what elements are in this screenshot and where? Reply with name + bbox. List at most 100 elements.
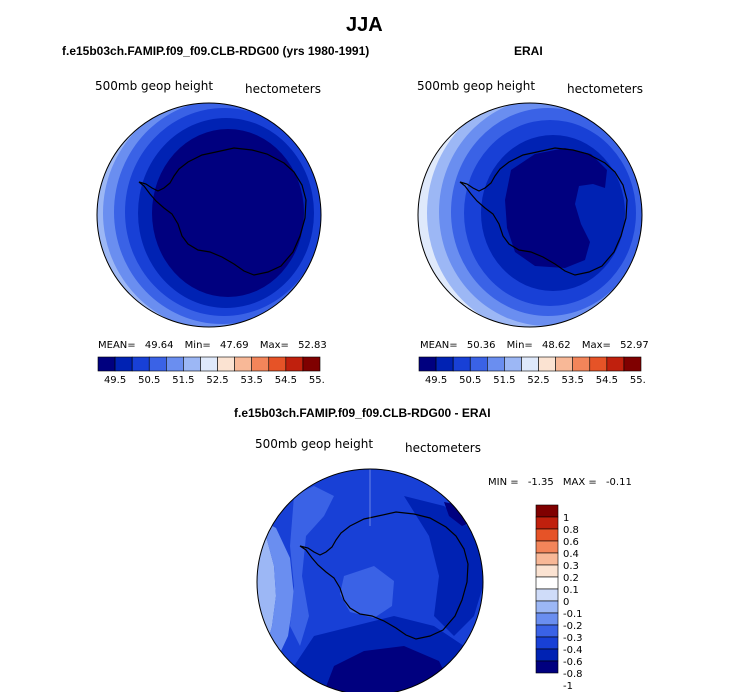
diff-colorbar-swatch — [535, 564, 559, 578]
obs-colorbar-swatch — [623, 356, 642, 372]
diff-polar-map — [256, 468, 484, 692]
diff-colorbar-swatch — [535, 528, 559, 542]
model-colorbar-swatch — [131, 356, 150, 372]
diff-colorbar-tick-label: 0.4 — [563, 549, 579, 560]
obs-colorbar: 49.550.551.552.553.554.555.556.5 — [418, 356, 645, 386]
model-map-boundary — [96, 102, 322, 328]
model-min-value: 47.69 — [219, 340, 249, 351]
obs-max-value: 52.97 — [620, 340, 649, 351]
model-max-label: Max= — [259, 340, 289, 351]
model-colorbar-swatch — [114, 356, 133, 372]
diff-colorbar-tick-label: 0.8 — [563, 525, 579, 536]
obs-units-label: hectometers — [567, 82, 643, 96]
obs-colorbar-swatch — [555, 356, 573, 372]
model-mean-value: 49.64 — [144, 340, 174, 351]
diff-colorbar-tick-label: 1 — [563, 513, 569, 524]
obs-min-label: Min= — [506, 340, 533, 351]
diff-stats: MIN = -1.35 MAX = -0.11 — [488, 477, 632, 488]
obs-min-value: 48.62 — [541, 340, 571, 351]
obs-antarctica-coastline — [459, 147, 628, 276]
diff-antarctica-coastline — [299, 511, 469, 640]
diff-colorbar-tick-label: 0.2 — [563, 573, 579, 584]
obs-colorbar-tick-label: 50.5 — [459, 375, 481, 386]
obs-max-label: Max= — [581, 340, 611, 351]
diff-colorbar-swatch — [535, 588, 559, 602]
model-colorbar-tick-label: 49.5 — [104, 375, 126, 386]
model-stats: MEAN= 49.64 Min= 47.69 Max= 52.83 — [98, 340, 327, 351]
diff-max-label: MAX = — [562, 477, 597, 488]
model-polar-map — [96, 102, 322, 328]
diff-colorbar-swatch — [535, 648, 559, 662]
model-colorbar: 49.550.551.552.553.554.555.556.5 — [97, 356, 324, 386]
diff-colorbar-swatch — [535, 660, 559, 674]
diff-colorbar-tick-label: 0.1 — [563, 585, 579, 596]
model-contour-band — [152, 129, 304, 297]
obs-colorbar-tick-label: 54.5 — [596, 375, 618, 386]
diff-variable-label: 500mb geop height — [255, 437, 374, 451]
diff-colorbar-tick-label: -0.4 — [563, 645, 583, 656]
diff-colorbar-swatch — [535, 552, 559, 566]
obs-colorbar-swatch — [418, 356, 437, 372]
diff-contour-band — [404, 496, 483, 636]
diff-colorbar-swatch — [535, 540, 559, 554]
diff-colorbar: 10.80.60.40.30.20.10-0.1-0.2-0.3-0.4-0.6… — [535, 504, 583, 690]
model-colorbar-swatch — [183, 356, 201, 372]
obs-colorbar-swatch — [469, 356, 488, 372]
model-colorbar-swatch — [166, 356, 184, 372]
diff-colorbar-swatch — [535, 516, 559, 530]
model-colorbar-tick-label: 52.5 — [206, 375, 228, 386]
diff-colorbar-tick-label: -0.2 — [563, 621, 583, 632]
obs-colorbar-swatch — [435, 356, 454, 372]
obs-colorbar-swatch — [606, 356, 625, 372]
model-antarctica-coastline — [138, 147, 307, 276]
diff-colorbar-swatch — [535, 624, 559, 638]
model-panel-title: f.e15b03ch.FAMIP.f09_f09.CLB-RDG00 (yrs … — [62, 44, 370, 58]
obs-colorbar-tick-label: 49.5 — [425, 375, 447, 386]
diff-units-label: hectometers — [405, 441, 481, 455]
diff-colorbar-swatch — [535, 612, 559, 626]
obs-colorbar-swatch — [504, 356, 522, 372]
model-colorbar-swatch — [217, 356, 235, 372]
obs-panel-title: ERAI — [514, 44, 543, 58]
obs-mean-label: MEAN= — [420, 340, 458, 351]
model-min-label: Min= — [184, 340, 211, 351]
diff-contour-band — [290, 486, 334, 646]
obs-variable-label: 500mb geop height — [417, 79, 536, 93]
model-units-label: hectometers — [245, 82, 321, 96]
diff-colorbar-tick-label: 0.6 — [563, 537, 579, 548]
obs-stats: MEAN= 50.36 Min= 48.62 Max= 52.97 — [420, 340, 649, 351]
diff-map-boundary — [256, 468, 484, 692]
diff-colorbar-tick-label: -0.8 — [563, 669, 583, 680]
model-colorbar-tick-label: 55.5 — [309, 375, 324, 386]
obs-colorbar-swatch — [538, 356, 556, 372]
obs-colorbar-tick-label: 53.5 — [562, 375, 584, 386]
model-colorbar-swatch — [268, 356, 287, 372]
model-colorbar-swatch — [285, 356, 304, 372]
diff-contour-band — [257, 516, 294, 681]
diff-min-value: -1.35 — [527, 477, 554, 488]
model-mean-label: MEAN= — [98, 340, 136, 351]
diff-colorbar-swatch — [535, 600, 559, 614]
obs-colorbar-tick-label: 51.5 — [493, 375, 515, 386]
diff-contour-band — [324, 646, 454, 692]
diff-colorbar-tick-label: 0.3 — [563, 561, 579, 572]
obs-map-boundary — [417, 102, 643, 328]
obs-colorbar-swatch — [487, 356, 505, 372]
diff-colorbar-tick-label: -1 — [563, 681, 573, 690]
obs-mean-value: 50.36 — [466, 340, 496, 351]
model-max-value: 52.83 — [298, 340, 327, 351]
diff-colorbar-tick-label: 0 — [563, 597, 569, 608]
obs-colorbar-swatch — [521, 356, 539, 372]
diff-colorbar-tick-label: -0.6 — [563, 657, 583, 668]
obs-contour-band — [505, 148, 607, 268]
model-colorbar-swatch — [200, 356, 218, 372]
obs-polar-map — [417, 102, 643, 328]
diff-panel-title: f.e15b03ch.FAMIP.f09_f09.CLB-RDG00 - ERA… — [234, 406, 491, 420]
diff-colorbar-tick-label: -0.1 — [563, 609, 583, 620]
page-title: JJA — [346, 14, 383, 36]
obs-colorbar-swatch — [572, 356, 591, 372]
model-colorbar-swatch — [251, 356, 270, 372]
model-colorbar-swatch — [97, 356, 116, 372]
obs-colorbar-tick-label: 52.5 — [527, 375, 549, 386]
model-variable-label: 500mb geop height — [95, 79, 214, 93]
